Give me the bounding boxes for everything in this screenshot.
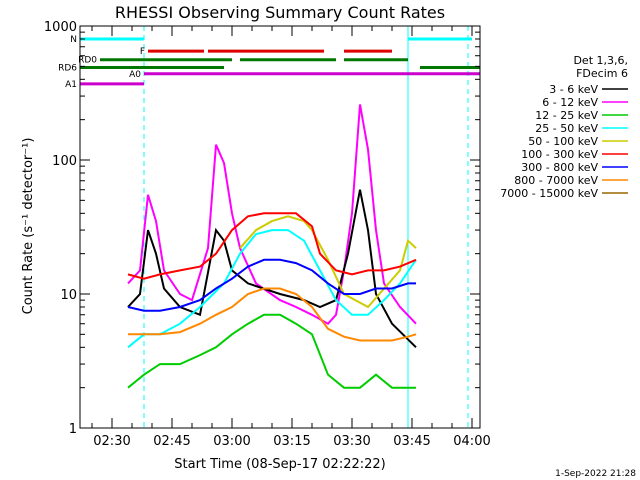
plot-frame: [79, 25, 481, 429]
x-axis: 02:30 02:45 03:00 03:15 03:30 03:45 04:00: [91, 26, 491, 449]
x-tick-label: 03:15: [273, 434, 310, 449]
y-axis: 1 10 100 1000: [44, 20, 480, 437]
y-axis-label: Count Rate (s⁻¹ detector⁻¹): [21, 138, 36, 315]
footer-timestamp: 1-Sep-2022 21:28: [555, 469, 636, 479]
flag-label: RD6: [58, 64, 77, 74]
x-tick-label: 02:30: [93, 434, 130, 449]
legend-label: 25 - 50 keV: [535, 122, 598, 135]
y-tick-label: 1: [69, 422, 77, 437]
legend-label: 300 - 800 keV: [521, 161, 598, 174]
series-line: [127, 189, 417, 349]
legend-header: FDecim 6: [576, 67, 628, 80]
x-tick-label: 02:45: [153, 434, 190, 449]
series-line: [127, 104, 417, 325]
x-tick-label: 04:00: [453, 434, 490, 449]
series-lines: [127, 104, 417, 389]
legend-label: 7000 - 15000 keV: [500, 187, 598, 200]
x-tick-label: 03:45: [393, 434, 430, 449]
series-line: [127, 258, 416, 312]
flag-label: A0: [129, 70, 141, 80]
y-tick-label: 100: [52, 154, 77, 169]
chart-title: RHESSI Observing Summary Count Rates: [115, 3, 445, 22]
flag-label: RD0: [78, 56, 97, 66]
series-line: [128, 287, 417, 342]
series-line: [127, 229, 417, 349]
legend-header: Det 1,3,6,: [573, 54, 628, 67]
y-tick-label: 1000: [44, 20, 77, 35]
x-tick-label: 03:00: [213, 434, 250, 449]
flag-label: F: [140, 47, 145, 57]
y-tick-label: 10: [60, 288, 77, 303]
legend-label: 100 - 300 keV: [521, 148, 598, 161]
legend-label: 12 - 25 keV: [535, 109, 598, 122]
x-axis-label: Start Time (08-Sep-17 02:22:22): [174, 457, 385, 472]
flag-label: A1: [65, 80, 77, 90]
legend-label: 50 - 100 keV: [528, 135, 598, 148]
x-tick-label: 03:30: [333, 434, 370, 449]
legend-label: 3 - 6 keV: [549, 83, 598, 96]
legend-label: 800 - 7000 keV: [514, 174, 598, 187]
series-line: [127, 212, 417, 280]
flag-label: N: [70, 35, 77, 45]
legend-label: 6 - 12 keV: [542, 96, 598, 109]
series-line: [127, 313, 416, 389]
